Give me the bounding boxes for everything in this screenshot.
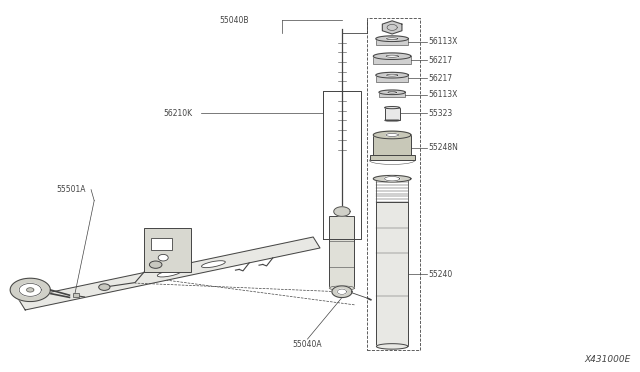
Text: 55240: 55240	[428, 270, 452, 279]
Polygon shape	[332, 286, 352, 298]
Polygon shape	[373, 176, 411, 182]
Ellipse shape	[149, 261, 162, 268]
Polygon shape	[382, 21, 402, 34]
Polygon shape	[385, 177, 399, 181]
Text: 55040A: 55040A	[292, 340, 323, 349]
Text: 55248N: 55248N	[428, 143, 458, 152]
Text: X431000E: X431000E	[584, 355, 630, 364]
Bar	[150, 238, 172, 250]
Polygon shape	[387, 74, 398, 76]
Bar	[373, 56, 411, 64]
Polygon shape	[27, 288, 34, 292]
Text: 56217: 56217	[428, 56, 452, 65]
Polygon shape	[387, 38, 398, 40]
Polygon shape	[385, 106, 399, 109]
Polygon shape	[379, 90, 405, 94]
Polygon shape	[386, 134, 398, 137]
Text: 56113X: 56113X	[428, 90, 457, 99]
Polygon shape	[376, 36, 408, 42]
Polygon shape	[10, 278, 51, 302]
Polygon shape	[388, 92, 397, 93]
Bar	[379, 92, 405, 97]
Polygon shape	[337, 289, 346, 294]
Text: 56210K: 56210K	[163, 109, 193, 118]
Text: 56217: 56217	[428, 74, 452, 83]
Polygon shape	[334, 207, 350, 216]
Ellipse shape	[157, 270, 181, 277]
Polygon shape	[376, 72, 408, 78]
Polygon shape	[385, 119, 399, 122]
Text: 55501A: 55501A	[56, 185, 86, 194]
Polygon shape	[330, 286, 355, 290]
Polygon shape	[373, 131, 411, 139]
Ellipse shape	[158, 254, 168, 261]
Polygon shape	[19, 237, 320, 310]
Bar	[376, 202, 408, 346]
Bar	[369, 155, 415, 160]
Polygon shape	[376, 344, 408, 349]
Bar	[385, 108, 399, 121]
Text: 56113X: 56113X	[428, 38, 457, 46]
Bar	[73, 293, 79, 297]
Polygon shape	[373, 53, 411, 60]
Bar	[330, 216, 355, 288]
Polygon shape	[386, 55, 398, 57]
Ellipse shape	[99, 284, 110, 291]
Text: 55323: 55323	[428, 109, 452, 118]
Ellipse shape	[202, 261, 225, 267]
Bar	[376, 39, 408, 45]
Bar	[145, 228, 191, 272]
Bar	[376, 75, 408, 82]
Bar	[373, 135, 411, 155]
Text: 55040B: 55040B	[220, 16, 249, 25]
Polygon shape	[19, 283, 41, 296]
